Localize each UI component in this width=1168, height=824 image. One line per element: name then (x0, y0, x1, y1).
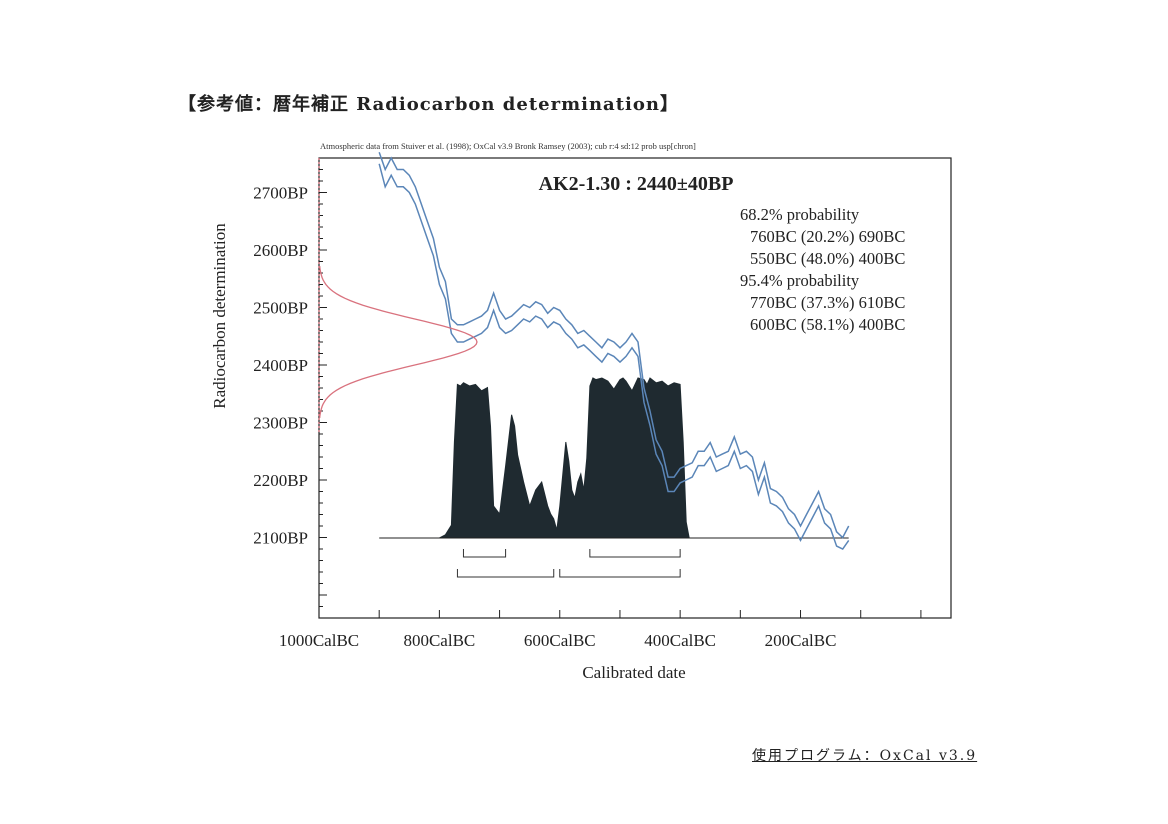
y-tick-label: 2100BP (253, 529, 308, 548)
radiocarbon-distribution (318, 158, 478, 434)
probability-range-text: 550BC (48.0%) 400BC (750, 249, 905, 268)
range-bracket-95 (456, 569, 555, 578)
calibration-curve-upper (378, 152, 850, 539)
probability-text: 68.2% probability 760BC (20.2%) 690BC 550B… (740, 205, 905, 334)
y-tick-label: 2300BP (253, 414, 308, 433)
y-tick-label: 2400BP (253, 356, 308, 375)
x-axis-label: Calibrated date (582, 663, 685, 682)
x-tick-label: 800CalBC (403, 631, 475, 650)
calibration-curve-lower (378, 163, 850, 550)
y-tick-label: 2700BP (253, 184, 308, 203)
calibration-curve (378, 152, 850, 550)
y-axis-label: Radiocarbon determination (210, 223, 229, 409)
range-bracket-68 (462, 549, 507, 558)
y-tick-label: 2500BP (253, 299, 308, 318)
probability-range-text: 600BC (58.1%) 400BC (750, 315, 905, 334)
y-tick-label: 2200BP (253, 471, 308, 490)
probability-range-text: 770BC (37.3%) 610BC (750, 293, 905, 312)
probability-range-text: 760BC (20.2%) 690BC (750, 227, 905, 246)
probability-range-brackets (456, 549, 681, 578)
y-tick-label: 2600BP (253, 241, 308, 260)
x-tick-label: 200CalBC (765, 631, 837, 650)
range-bracket-68 (589, 549, 681, 558)
chart-header-note: Atmospheric data from Stuiver et al. (19… (320, 141, 696, 151)
page-title: 【参考値：暦年補正 Radiocarbon determination】 (178, 94, 679, 115)
range-bracket-95 (559, 569, 681, 578)
x-tick-label: 600CalBC (524, 631, 596, 650)
calibrated-distribution-area (439, 377, 690, 539)
probability-heading: 95.4% probability (740, 271, 860, 290)
calibrated-distribution (379, 377, 849, 539)
sample-label: AK2-1.30 : 2440±40BP (539, 173, 734, 195)
x-tick-label: 400CalBC (644, 631, 716, 650)
x-axis: 1000CalBC 800CalBC 600CalBC 400CalBC 200CalB… (279, 610, 922, 650)
footer-program-note: 使用プログラム：OxCal v3.9 (752, 748, 978, 764)
probability-heading: 68.2% probability (740, 205, 860, 224)
radiocarbon-normal-curve (319, 266, 478, 418)
x-tick-label: 1000CalBC (279, 631, 359, 650)
y-axis: 2700BP 2600BP 2500BP 2400BP 2300BP 2200BP 2100… (253, 157, 327, 607)
